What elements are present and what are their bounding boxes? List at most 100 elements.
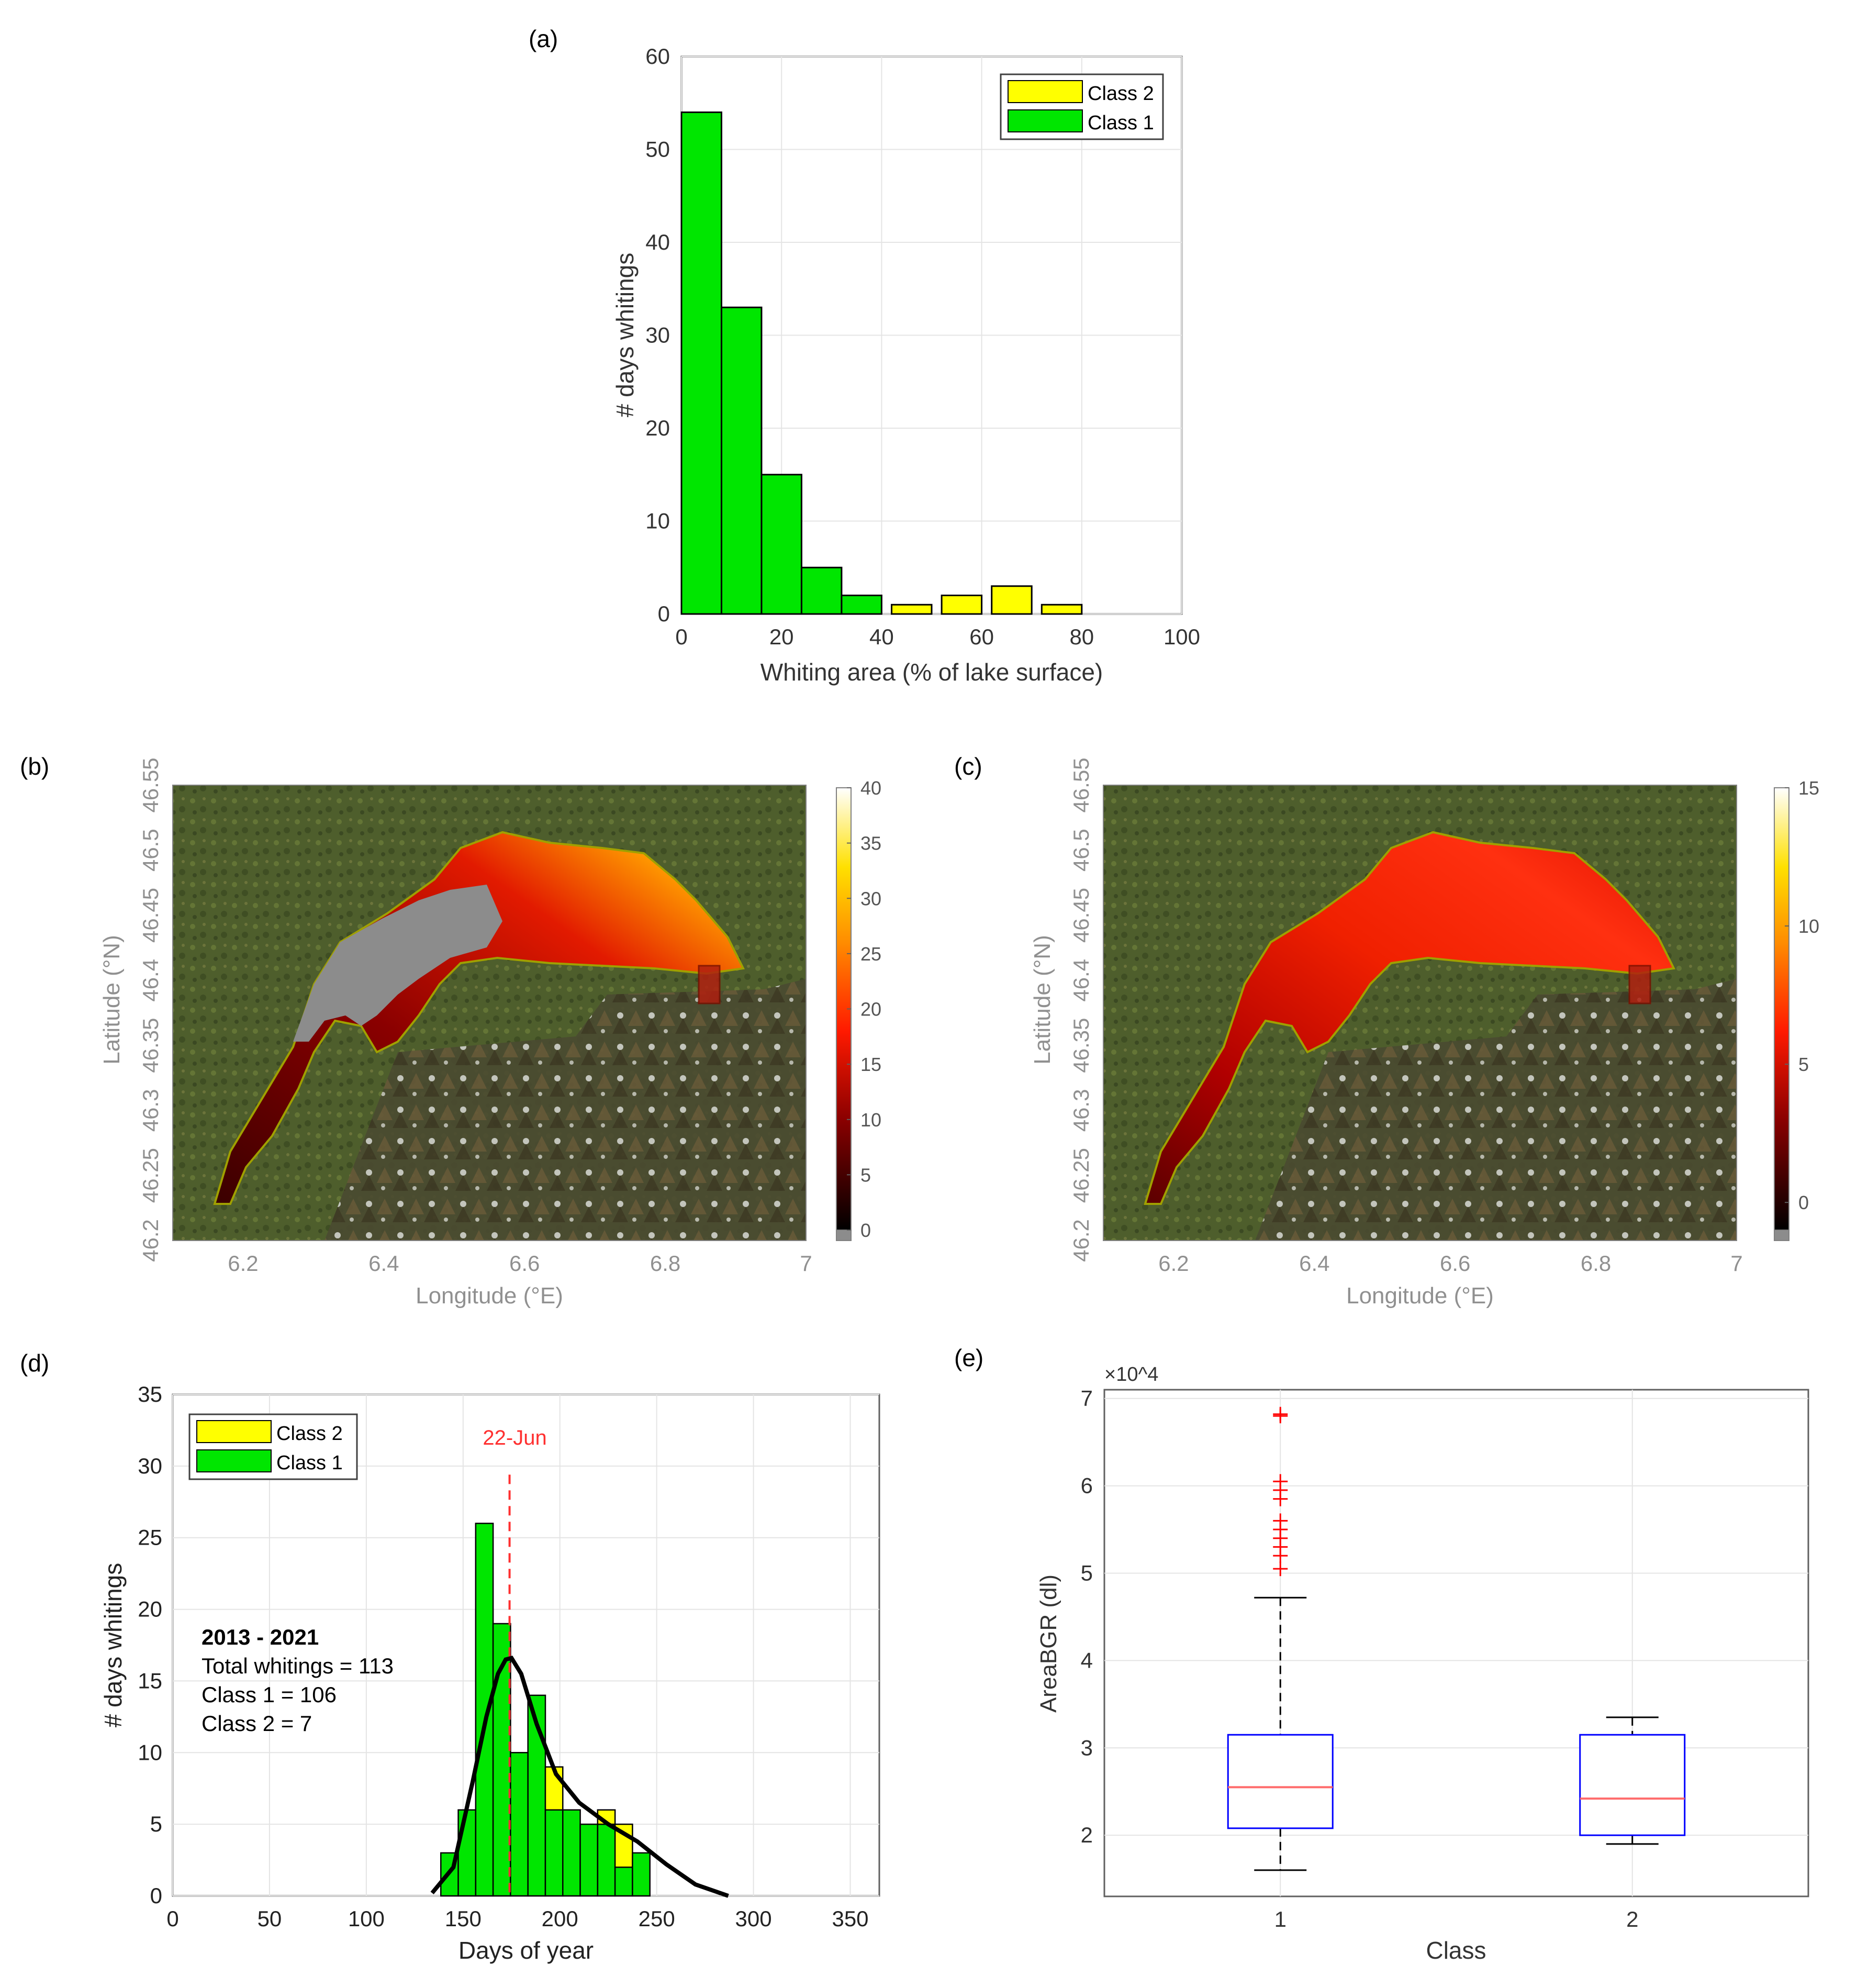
panel-b-y-tick-label: 46.2: [138, 1219, 163, 1262]
panel-a-bar-class1: [800, 566, 843, 615]
panel-e-x-tick-label: 1: [1274, 1907, 1287, 1931]
panel-b-colorbar-tick-label: 0: [860, 1220, 871, 1241]
panel-d-x-ticks: 0 50 100 150 200 250 300 350: [166, 1906, 868, 1931]
panel-d-y-tick-label: 0: [150, 1883, 162, 1908]
panel-c-label: (c): [954, 753, 982, 780]
panel-b-colorbar-tick-label: 40: [860, 777, 881, 799]
panel-a-legend-class1: Class 1: [1088, 112, 1154, 134]
panel-c-mountains: [1255, 979, 1737, 1241]
panel-b-x-tick-label: 6.8: [650, 1251, 680, 1276]
panel-d-x-tick-label: 50: [258, 1906, 282, 1931]
panel-c-y-tick-label: 46.3: [1069, 1089, 1093, 1132]
panel-d-bar-class1: [632, 1852, 651, 1897]
panel-b-marker: [698, 965, 721, 1004]
panel-b-x-axis-label: Longitude (°E): [416, 1283, 563, 1309]
panel-b-gray-region: [293, 885, 502, 1042]
panel-a-x-tick-label: 60: [969, 624, 994, 649]
panel-d-x-tick-label: 100: [348, 1906, 385, 1931]
panel-d-histogram: (d) 22-Jun 0 50 100 150 200 250 300 350 0 5 10 15 2…: [20, 1349, 880, 1964]
panel-b-y-tick-label: 46.25: [138, 1148, 163, 1203]
panel-a-bar-class1: [680, 111, 722, 615]
panel-b-colorbar-nodata: [836, 1230, 852, 1241]
panel-d-bar-class1: [475, 1523, 494, 1897]
panel-d-bar-class1: [562, 1809, 581, 1897]
panel-e-boxes: [1227, 1406, 1686, 1871]
panel-c-colorbar-tick-label: 15: [1798, 777, 1819, 799]
panel-a-bar-class1: [841, 595, 882, 615]
panel-b-x-tick-label: 6.4: [368, 1251, 399, 1276]
panel-e-x-tick-label: 2: [1626, 1907, 1638, 1931]
panel-a-bar-class2: [991, 585, 1033, 615]
panel-b-colorbar-ticks: 0 5 10 15 20 25 30 35 40: [847, 777, 881, 1241]
panel-b-x-tick-label: 7: [800, 1251, 812, 1276]
panel-a-bar-class2: [1041, 604, 1083, 615]
panel-a-x-tick-label: 80: [1069, 624, 1094, 649]
panel-a-x-tick-label: 40: [869, 624, 894, 649]
panel-b-colorbar-tick-label: 35: [860, 833, 881, 854]
panel-b-x-ticks: 6.2 6.4 6.6 6.8 7: [228, 1251, 812, 1276]
panel-e-y-tick-label: 5: [1081, 1560, 1093, 1585]
panel-a-y-tick-label: 0: [658, 601, 670, 626]
panel-c-y-tick-label: 46.5: [1069, 829, 1093, 872]
panel-c-marker: [1628, 965, 1651, 1004]
panel-a-y-tick-label: 20: [645, 416, 670, 440]
panel-d-annotation: 2013 - 2021 Total whitings = 113 Class 1…: [202, 1625, 394, 1736]
panel-d-y-tick-label: 10: [138, 1740, 162, 1764]
panel-e-exponent-label: ×10^4: [1104, 1364, 1158, 1386]
panel-e-outlier: [1273, 1406, 1288, 1422]
panel-d-legend-swatch-class2: [196, 1420, 272, 1443]
panel-a-legend-class2: Class 2: [1088, 83, 1154, 105]
panel-c-colorbar-tick-label: 10: [1798, 915, 1819, 937]
panel-c-x-tick-label: 6.4: [1299, 1251, 1329, 1276]
panel-d-legend: Class 2 Class 1: [188, 1413, 358, 1480]
panel-e-outlier: [1273, 1474, 1288, 1489]
panel-b-label: (b): [20, 753, 49, 780]
panel-c-x-axis-label: Longitude (°E): [1346, 1283, 1494, 1309]
panel-c-colorbar-tick-label: 5: [1798, 1054, 1809, 1075]
panel-c-y-tick-label: 46.45: [1069, 888, 1093, 943]
panel-b-colorbar-tick-label: 5: [860, 1164, 871, 1186]
panel-d-x-tick-label: 250: [639, 1906, 675, 1931]
panel-a-y-tick-label: 40: [645, 230, 670, 254]
panel-c-y-tick-label: 46.35: [1069, 1018, 1093, 1073]
panel-d-x-tick-label: 200: [542, 1906, 578, 1931]
panel-d-x-axis-label: Days of year: [458, 1937, 594, 1964]
panel-c-x-tick-label: 6.2: [1158, 1251, 1189, 1276]
panel-b-y-tick-label: 46.55: [138, 757, 163, 812]
panel-c-x-ticks: 6.2 6.4 6.6 6.8 7: [1158, 1251, 1742, 1276]
panel-c-colorbar: [1774, 787, 1789, 1231]
panel-e-x-axis-label: Class: [1426, 1937, 1486, 1964]
panel-a-legend-swatch-class1: [1008, 109, 1083, 132]
panel-d-y-tick-label: 25: [138, 1525, 162, 1550]
panel-d-y-tick-label: 30: [138, 1454, 162, 1478]
panel-e-y-tick-label: 4: [1081, 1648, 1093, 1672]
panel-c-y-ticks: 46.2 46.25 46.3 46.35 46.4 46.45 46.5 46.55: [1069, 757, 1093, 1261]
panel-d-x-tick-label: 0: [166, 1906, 178, 1931]
panel-e-label: (e): [954, 1344, 983, 1371]
panel-b-colorbar-tick-label: 20: [860, 999, 881, 1020]
panel-d-bar-class1: [614, 1867, 633, 1897]
panel-c-y-tick-label: 46.4: [1069, 959, 1093, 1002]
panel-e-y-tick-label: 2: [1081, 1823, 1093, 1847]
panel-b-colorbar-tick-label: 25: [860, 943, 881, 965]
panel-d-annotation-class2: Class 2 = 7: [202, 1711, 312, 1736]
panel-b-x-tick-label: 6.6: [509, 1251, 540, 1276]
panel-d-median-label: 22-Jun: [483, 1426, 546, 1449]
panel-d-y-ticks: 0 5 10 15 20 25 30 35: [138, 1382, 162, 1908]
panel-a-legend: Class 2 Class 1: [1000, 73, 1164, 140]
panel-d-legend-class2: Class 2: [276, 1423, 343, 1445]
panel-a-histogram: (a) 0 20 40 60 80 100 0 10 20 30 40 50 60 Whiting a…: [529, 25, 1200, 686]
panel-a-legend-swatch-class2: [1008, 80, 1083, 103]
panel-a-x-ticks: 0 20 40 60 80 100: [675, 624, 1200, 649]
panel-d-label: (d): [20, 1349, 49, 1377]
panel-d-bar-class1: [579, 1823, 599, 1897]
panel-d-y-tick-label: 20: [138, 1597, 162, 1622]
panel-a-bar-class1: [760, 474, 802, 615]
panel-b-axes-box: [172, 785, 807, 1241]
panel-c-y-tick-label: 46.55: [1069, 757, 1093, 812]
panel-d-x-tick-label: 300: [735, 1906, 772, 1931]
panel-e-outlier: [1273, 1561, 1288, 1577]
panel-a-x-axis-label: Whiting area (% of lake surface): [760, 658, 1103, 686]
